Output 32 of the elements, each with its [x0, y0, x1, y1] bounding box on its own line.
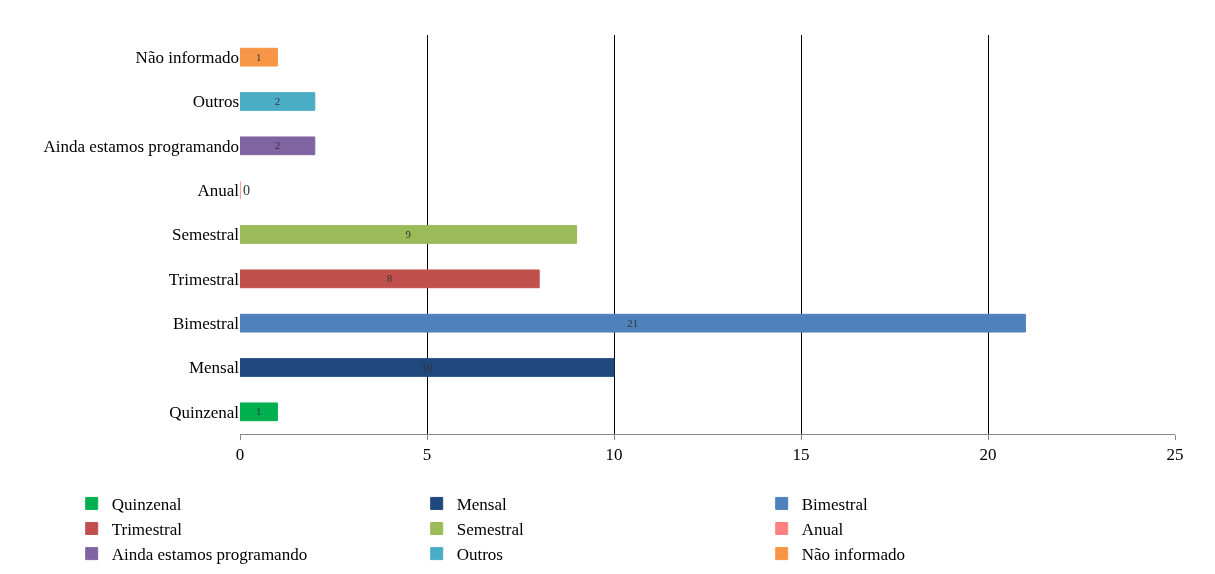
data-label: 2: [274, 139, 281, 152]
x-tick-label: 0: [235, 445, 245, 465]
legend-label: Não informado: [801, 545, 906, 565]
legend-label: Trimestral: [111, 520, 183, 540]
x-tick-label: 20: [979, 445, 997, 465]
y-tick-label: Quinzenal: [169, 402, 240, 422]
data-label: 21: [627, 316, 639, 329]
legend-label: Mensal: [456, 495, 508, 515]
x-tick-label: 25: [1166, 445, 1184, 465]
data-label: 0: [243, 182, 250, 198]
legend-label: Semestral: [456, 520, 525, 540]
y-tick-label: Semestral: [171, 225, 240, 245]
x-tick-label: 10: [605, 445, 623, 465]
data-label: 1: [255, 405, 262, 418]
y-tick-label: Outros: [192, 92, 239, 112]
legend-label: Quinzenal: [111, 495, 182, 515]
y-tick-label: Bimestral: [172, 314, 240, 334]
y-tick-label: Mensal: [188, 358, 240, 378]
x-tick-label: 5: [422, 445, 432, 465]
data-label: 10: [421, 361, 433, 374]
legend-label: Outros: [456, 545, 503, 565]
y-tick-label: Anual: [197, 181, 240, 201]
y-tick-label: Trimestral: [168, 269, 240, 289]
legend-label: Bimestral: [801, 495, 869, 515]
data-label: 8: [386, 272, 393, 285]
x-tick-label: 15: [792, 445, 810, 465]
y-tick-label: Não informado: [135, 48, 239, 68]
data-label: 1: [255, 50, 262, 63]
data-label: 2: [274, 95, 281, 108]
data-label: 9: [405, 228, 412, 241]
y-tick-label: Ainda estamos programando: [43, 136, 239, 156]
legend-label: Anual: [801, 520, 844, 540]
